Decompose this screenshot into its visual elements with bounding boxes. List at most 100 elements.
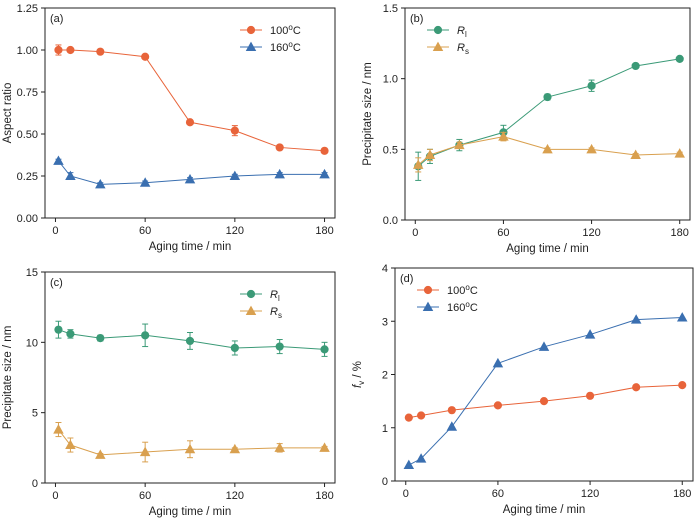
data-point (230, 343, 239, 353)
x-tick-label: 0 (52, 490, 58, 502)
chart-panel-b: 0 60 120 180 0.0 0.5 1.0 1.5 Aging time / min Pre… (362, 3, 691, 255)
x-tick-label: 180 (673, 488, 691, 500)
panel-tag: (c) (50, 277, 63, 289)
legend: 100oC 160oC (240, 23, 301, 54)
data-point (538, 341, 550, 351)
y-tick-label: 0.75 (17, 87, 38, 99)
y-tick-label: 0.0 (383, 215, 398, 227)
series-line (417, 58, 680, 167)
data-point (424, 149, 436, 160)
y-tick-label: 1 (382, 423, 388, 435)
x-tick-label: 120 (582, 227, 600, 239)
data-point (446, 421, 458, 431)
x-tick-label: 120 (581, 488, 599, 500)
data-point (320, 345, 329, 354)
y-axis-label: Precipitate size / nm (362, 62, 374, 166)
y-tick-label: 2 (382, 370, 388, 382)
panel-tag: (d) (400, 273, 413, 285)
data-point (54, 45, 63, 55)
x-tick-label: 180 (315, 490, 333, 502)
data-point (53, 155, 64, 165)
data-point (632, 383, 641, 392)
plot-frame (44, 7, 336, 219)
data-point (543, 92, 552, 102)
data-point (184, 443, 196, 454)
legend-label: Rl (270, 289, 280, 303)
legend-marker (246, 289, 256, 299)
legend: 100oC 160oC (417, 283, 478, 314)
data-point (275, 143, 284, 152)
data-point (630, 314, 642, 324)
series-line (58, 160, 325, 185)
y-tick-label: 0.25 (17, 171, 38, 183)
data-point (320, 146, 329, 155)
panel-tag: (a) (50, 13, 63, 25)
series-line (58, 429, 325, 456)
series-0 (54, 320, 329, 357)
data-point (185, 336, 195, 346)
series-line (58, 49, 325, 152)
x-axis-label: Aging time / min (149, 241, 231, 253)
y-tick-label: 0 (32, 478, 38, 490)
data-point (493, 401, 503, 410)
data-point (53, 424, 64, 434)
plot-frame (44, 271, 336, 484)
data-point (542, 143, 553, 154)
x-axis-label: Aging time / min (503, 504, 585, 516)
series-1 (53, 155, 330, 189)
data-point (586, 143, 597, 154)
legend-marker (245, 305, 257, 316)
y-tick-label: 0.00 (17, 213, 38, 225)
data-point (417, 411, 426, 420)
x-tick-label: 0 (412, 227, 418, 239)
data-point (274, 168, 285, 179)
x-tick-label: 120 (226, 225, 244, 237)
chart-panel-c: 0 60 120 180 0 5 10 15 Aging time / min Precipita… (2, 267, 336, 518)
data-point (96, 47, 105, 56)
x-tick-label: 0 (403, 488, 409, 500)
data-point (454, 139, 465, 150)
data-point (675, 54, 684, 63)
legend-marker (245, 41, 257, 52)
legend-marker (246, 25, 256, 35)
plot-frame (404, 7, 691, 221)
y-tick-label: 5 (32, 408, 38, 420)
data-point (139, 446, 151, 457)
legend-label: Rl (457, 25, 467, 39)
x-tick-label: 60 (139, 225, 151, 237)
legend-label: Rs (270, 306, 282, 320)
y-tick-label: 15 (26, 267, 38, 279)
data-point (229, 443, 241, 454)
y-tick-label: 0 (382, 476, 388, 488)
legend-marker (422, 301, 434, 312)
legend-label: 100oC (447, 283, 478, 297)
chart-panel-d: 0 60 120 180 0 1 2 3 4 Aging time / min fv / % (d) 1… (352, 263, 694, 516)
data-point (676, 312, 688, 322)
data-point (403, 459, 415, 470)
y-tick-label: 4 (382, 263, 388, 275)
legend-label: Rs (457, 42, 469, 56)
series-0 (54, 44, 329, 155)
data-point (404, 413, 413, 422)
series-line (58, 329, 325, 350)
data-point (585, 391, 595, 400)
data-point (587, 81, 596, 90)
series-1 (403, 312, 688, 470)
legend-marker (423, 285, 433, 295)
x-axis-label: Aging time / min (149, 506, 231, 518)
chart-panel-a: 0 60 120 180 0.00 0.25 0.50 0.75 1.00 1.25 Aging t… (2, 3, 336, 253)
data-point (65, 170, 76, 181)
series-0 (404, 381, 687, 422)
data-point (54, 325, 63, 334)
data-point (415, 453, 427, 463)
data-point (141, 52, 150, 61)
legend-label: 100oC (270, 23, 301, 37)
data-point (95, 449, 106, 459)
y-axis-label: fv / % (352, 361, 366, 388)
y-tick-label: 1.0 (383, 74, 398, 86)
x-tick-label: 60 (497, 227, 509, 239)
data-point (229, 170, 241, 181)
data-point (447, 406, 456, 415)
series-1 (53, 422, 330, 463)
